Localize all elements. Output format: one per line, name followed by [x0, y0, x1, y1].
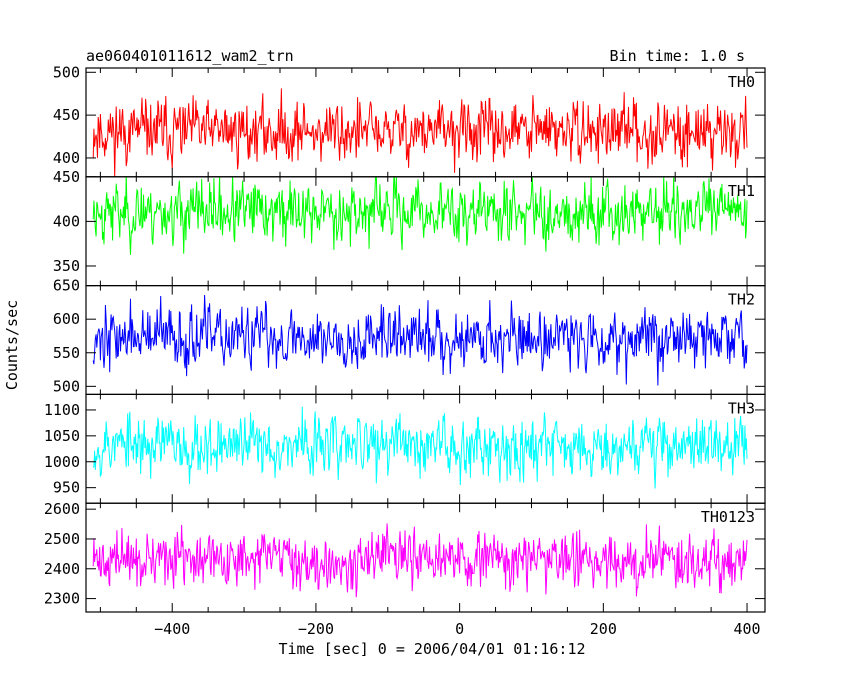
- y-tick-label: 550: [53, 344, 80, 362]
- y-tick-label: 2300: [44, 590, 80, 608]
- y-tick-label: 350: [53, 257, 80, 275]
- y-tick-label: 2600: [44, 500, 80, 518]
- panel-th0123: TH0123 2300 2400 2500 2600: [44, 500, 766, 613]
- x-tick-label: 400: [733, 620, 760, 638]
- series-th2-line: [92, 294, 748, 386]
- y-tick-label: 2500: [44, 530, 80, 548]
- panel-th2: TH2 500 550 600 650: [53, 277, 766, 395]
- series-label-th0123: TH0123: [701, 508, 755, 526]
- series-th1-line: [92, 176, 748, 256]
- y-tick-label: 500: [53, 63, 80, 81]
- y-tick-label: 450: [53, 106, 80, 124]
- series-label-th2: TH2: [728, 291, 755, 309]
- x-tick-label: 200: [590, 620, 617, 638]
- panel-frame: [85, 502, 766, 613]
- series-label-th0: TH0: [728, 73, 755, 91]
- bin-time-label: Bin time: 1.0 s: [610, 47, 745, 65]
- y-tick-label: 400: [53, 149, 80, 167]
- panel-th1: TH1 350 400 450: [53, 168, 766, 287]
- y-tick-label: 500: [53, 377, 80, 395]
- plot-title: ae060401011612_wam2_trn: [86, 47, 294, 65]
- panels-group: TH0400450500TH1350400450TH2500550600650T…: [44, 63, 766, 613]
- x-tick-label: 0: [455, 620, 464, 638]
- y-tick-label: 450: [53, 168, 80, 186]
- series-label-th1: TH1: [728, 182, 755, 200]
- x-tick-label: −200: [298, 620, 334, 638]
- x-axis: −400 −200 0 200 400: [154, 620, 760, 638]
- y-tick-label: 1100: [44, 401, 80, 419]
- y-tick-label: 1050: [44, 427, 80, 445]
- x-tick-label: −400: [154, 620, 190, 638]
- y-tick-label: 600: [53, 310, 80, 328]
- panel-th0: TH0 400 450 500: [53, 63, 766, 178]
- y-tick-label: 950: [53, 479, 80, 497]
- y-tick-label: 1000: [44, 453, 80, 471]
- y-axis-label: Counts/sec: [3, 300, 21, 390]
- panel-th3: TH3 950 1000 1050 1100: [44, 393, 766, 504]
- x-axis-label: Time [sec] 0 = 2006/04/01 01:16:12: [278, 640, 585, 658]
- series-th3-line: [92, 406, 748, 489]
- y-tick-label: 650: [53, 277, 80, 295]
- series-th0-line: [92, 88, 748, 177]
- y-tick-label: 2400: [44, 560, 80, 578]
- series-th0123-line: [92, 523, 748, 598]
- series-label-th3: TH3: [728, 399, 755, 417]
- y-tick-label: 400: [53, 212, 80, 230]
